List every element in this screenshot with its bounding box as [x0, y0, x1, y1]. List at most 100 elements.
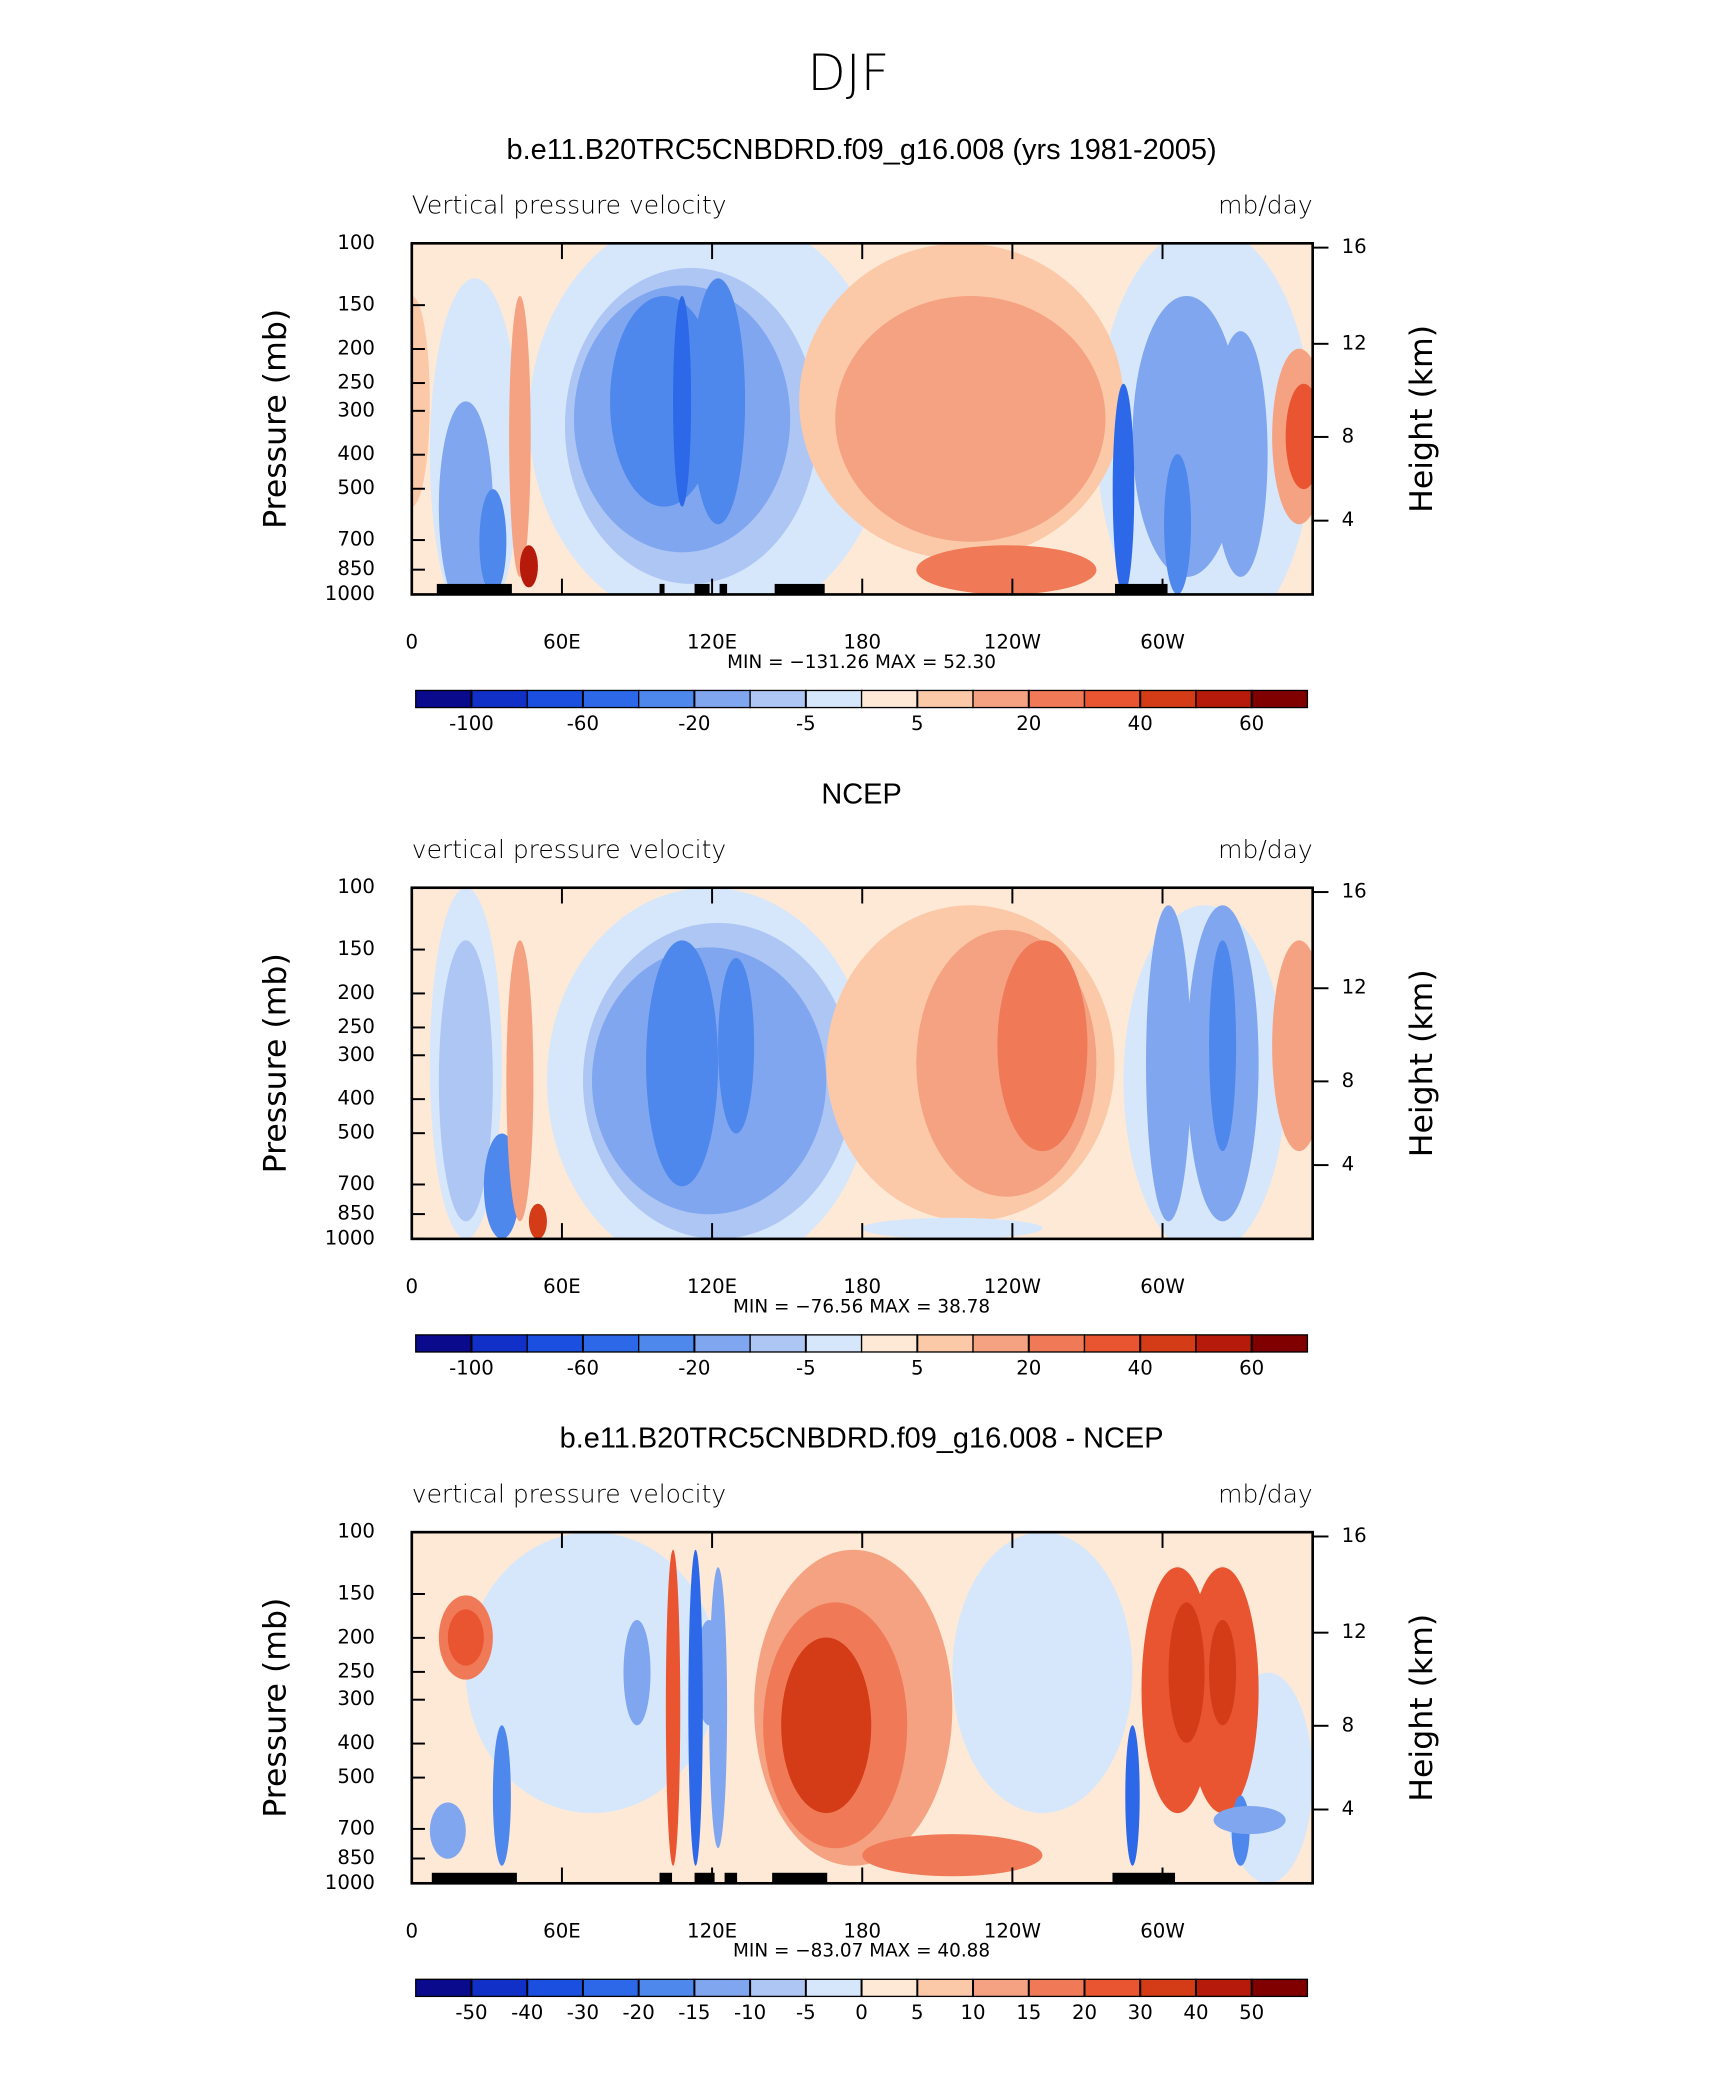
colorbar-box: [1139, 689, 1197, 709]
y-axis-label: Pressure (mb): [257, 309, 293, 529]
y2-tick-label: 8: [1342, 1069, 1355, 1092]
x-tick-label: 120W: [984, 631, 1041, 654]
colorbar-box: [415, 689, 473, 709]
y-tick-label: 1000: [325, 1226, 375, 1249]
colorbar-box: [1139, 1334, 1197, 1353]
y2-axis-label: Height (km): [1404, 325, 1440, 513]
contour-region: [691, 278, 746, 525]
x-tick-label: 60E: [543, 1919, 581, 1942]
colorbar-box: [637, 1334, 696, 1353]
y2-tick-label: 4: [1342, 1153, 1355, 1176]
colorbar-box: [916, 1978, 974, 1998]
contour-region: [665, 1549, 681, 1866]
colorbar-label: -15: [678, 2001, 710, 2024]
contour-region: [519, 545, 538, 588]
colorbar-box: [693, 1978, 751, 1998]
colorbar-box: [637, 689, 696, 709]
contour-region: [781, 1637, 872, 1814]
y-tick-label: 400: [337, 1087, 375, 1110]
contour-region: [1125, 1725, 1140, 1866]
y-tick-label: 700: [337, 1816, 375, 1839]
x-tick-label: 120E: [687, 631, 737, 654]
colorbar-label: 5: [911, 1357, 924, 1380]
colorbar-label: 20: [1016, 1357, 1041, 1380]
y-tick-label: 300: [337, 398, 375, 421]
contour-region: [438, 401, 493, 595]
y2-axis-label: Height (km): [1404, 1614, 1440, 1802]
y-tick-label: 850: [337, 1846, 375, 1869]
y-tick-label: 150: [337, 937, 375, 960]
x-tick-label: 60E: [543, 1275, 581, 1298]
contour-region: [1213, 331, 1268, 577]
contour-region: [506, 940, 534, 1222]
colorbar-box: [470, 689, 528, 709]
contour-region: [1285, 383, 1313, 490]
y-tick-label: 100: [337, 1520, 375, 1543]
y-tick-label: 200: [337, 337, 375, 360]
subtitle: vertical pressure velocity: [412, 1479, 726, 1508]
y2-tick-label: 16: [1342, 235, 1367, 258]
colorbar-label: 60: [1239, 712, 1264, 735]
y-tick-label: 250: [337, 1659, 375, 1682]
subtitle: vertical pressure velocity: [412, 835, 726, 864]
panel-title: b.e11.B20TRC5CNBDRD.f09_g16.008 (yrs 198…: [507, 134, 1217, 166]
colorbar-label: -60: [567, 1357, 599, 1380]
x-tick-label: 180: [843, 1919, 881, 1942]
y2-tick-label: 4: [1342, 508, 1355, 531]
x-tick-label: 120E: [687, 1275, 737, 1298]
y2-tick-label: 8: [1342, 424, 1355, 447]
colorbar-box: [972, 689, 1030, 709]
colorbar-label: -40: [511, 2001, 543, 2024]
y-tick-label: 1000: [325, 582, 375, 605]
colorbar-label: 5: [911, 2001, 924, 2024]
contour-region: [1146, 905, 1192, 1222]
y-tick-label: 500: [337, 476, 375, 499]
colorbar-box: [582, 1978, 640, 1998]
x-tick-label: 0: [406, 1919, 419, 1942]
y-tick-label: 700: [337, 1172, 375, 1195]
figure-title: DJF: [807, 44, 889, 102]
colorbar-box: [470, 1978, 528, 1998]
colorbar-box: [526, 1978, 584, 1998]
contour-region: [465, 1532, 719, 1814]
colorbar-label: 40: [1183, 2001, 1208, 2024]
contour-region: [492, 1725, 511, 1866]
colorbar-label: 40: [1128, 712, 1153, 735]
x-tick-label: 0: [406, 631, 419, 654]
colorbar-label: -20: [623, 2001, 655, 2024]
colorbar-box: [1028, 1978, 1086, 1998]
contour-field: [411, 1532, 1313, 1884]
y-tick-label: 100: [337, 875, 375, 898]
y2-tick-label: 12: [1342, 1620, 1367, 1643]
x-tick-label: 60W: [1140, 631, 1185, 654]
y2-tick-label: 16: [1342, 1524, 1367, 1547]
colorbar-label: -10: [734, 2001, 766, 2024]
colorbar-label: -20: [678, 1357, 710, 1380]
colorbar-box: [1195, 689, 1253, 709]
topography: [431, 1872, 517, 1884]
contour-region: [835, 295, 1106, 542]
colorbar-box: [1195, 1978, 1253, 1998]
colorbar-box: [693, 1334, 751, 1353]
y-tick-label: 400: [337, 1731, 375, 1754]
y-axis-label: Pressure (mb): [257, 953, 293, 1173]
contour-region: [646, 940, 719, 1187]
contour-region: [447, 1609, 484, 1666]
min-max: MIN = −131.26 MAX = 52.30: [727, 652, 996, 673]
y2-tick-label: 8: [1342, 1713, 1355, 1736]
y-tick-label: 100: [337, 231, 375, 254]
colorbar-box: [1251, 689, 1309, 709]
colorbar-box: [1251, 1978, 1309, 1998]
contour-region: [673, 295, 692, 507]
colorbar-box: [860, 1334, 918, 1353]
colorbar-box: [582, 1334, 640, 1353]
y-tick-label: 300: [337, 1687, 375, 1710]
contour-region: [438, 940, 493, 1222]
y2-tick-label: 12: [1342, 976, 1367, 999]
topography: [724, 1872, 738, 1884]
colorbar-box: [415, 1334, 473, 1353]
contour-region: [1209, 1619, 1237, 1726]
colorbar-label: 50: [1239, 2001, 1264, 2024]
topography: [774, 583, 825, 595]
y-tick-label: 150: [337, 293, 375, 316]
